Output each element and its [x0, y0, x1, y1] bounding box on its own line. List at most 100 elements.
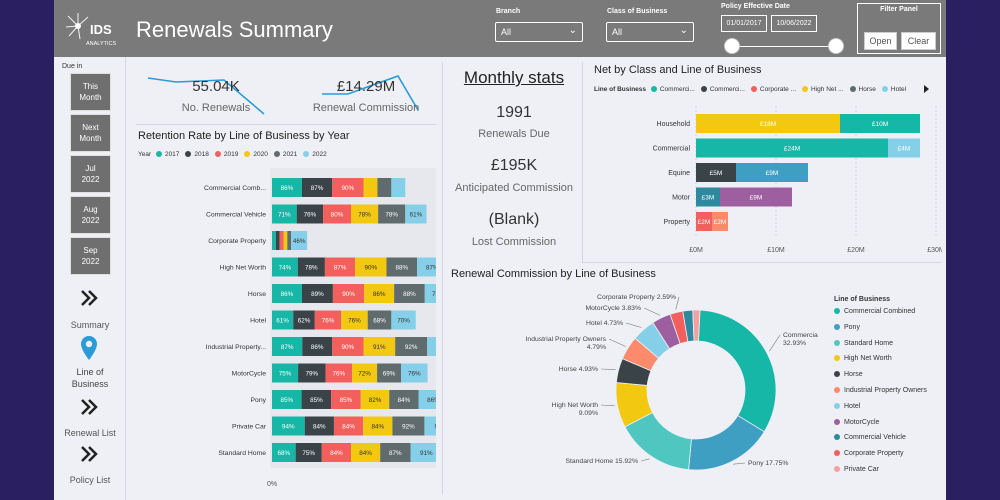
bar-segment[interactable]: [401, 363, 428, 383]
bar-segment[interactable]: [332, 284, 365, 303]
bar-segment[interactable]: [840, 114, 920, 133]
donut-legend-item[interactable]: MotorCycle: [834, 418, 944, 435]
bar-segment[interactable]: [304, 416, 334, 436]
bar-segment[interactable]: [301, 284, 333, 303]
donut-legend-item[interactable]: Industrial Property Owners: [834, 386, 944, 403]
donut-legend-item[interactable]: Pony: [834, 323, 944, 340]
bar-segment[interactable]: [712, 212, 728, 231]
bar-segment[interactable]: [736, 163, 808, 182]
bar-segment[interactable]: [395, 337, 428, 356]
bar-segment[interactable]: [332, 178, 364, 197]
bar-segment[interactable]: [283, 231, 288, 250]
bar-segment[interactable]: [364, 284, 395, 303]
class-dropdown[interactable]: All ⌄: [606, 22, 694, 42]
bar-segment[interactable]: [321, 443, 351, 462]
bar-segment[interactable]: [272, 231, 276, 250]
bar-segment[interactable]: [272, 390, 302, 409]
bar-segment[interactable]: [389, 390, 419, 409]
donut-legend-item[interactable]: Commercial Vehicle: [834, 434, 944, 450]
bar-segment[interactable]: [363, 337, 396, 356]
location-pin-icon[interactable]: [80, 335, 98, 361]
bar-segment[interactable]: [324, 257, 356, 277]
bar-segment[interactable]: [332, 337, 364, 356]
date-from-input[interactable]: 01/01/2017: [721, 15, 767, 32]
bar-segment[interactable]: [272, 363, 299, 383]
bar-segment[interactable]: [378, 204, 406, 224]
bar-segment[interactable]: [352, 363, 378, 383]
bar-segment[interactable]: [377, 363, 402, 383]
bar-segment[interactable]: [427, 337, 436, 356]
bar-segment[interactable]: [272, 443, 296, 462]
bar-segment[interactable]: [297, 257, 325, 277]
bar-segment[interactable]: [331, 390, 361, 409]
bar-segment[interactable]: [350, 443, 381, 462]
bar-segment[interactable]: [272, 416, 305, 436]
date-to-input[interactable]: 10/06/2022: [771, 15, 817, 32]
donut-legend-item[interactable]: Commercial Combined: [834, 308, 944, 324]
bar-segment[interactable]: [341, 310, 368, 330]
bar-segment[interactable]: [355, 257, 387, 277]
bar-segment[interactable]: [350, 204, 379, 224]
bar-segment[interactable]: [386, 257, 418, 277]
open-button[interactable]: Open: [864, 32, 897, 50]
donut-legend-item[interactable]: Corporate Property: [834, 450, 944, 466]
double-chevron-icon[interactable]: [77, 398, 101, 416]
bar-segment[interactable]: [293, 310, 315, 330]
bar-segment[interactable]: [287, 231, 292, 250]
bar-segment[interactable]: [272, 337, 303, 356]
bar-segment[interactable]: [417, 257, 436, 277]
bar-segment[interactable]: [888, 138, 920, 158]
slicer-jul-2022[interactable]: Jul 2022: [70, 155, 111, 193]
bar-segment[interactable]: [380, 443, 411, 462]
bar-segment[interactable]: [301, 178, 333, 197]
bar-segment[interactable]: [410, 443, 436, 462]
donut-legend-item[interactable]: High Net Worth: [834, 355, 944, 371]
double-chevron-icon[interactable]: [77, 289, 101, 307]
bar-segment[interactable]: [363, 416, 393, 436]
bar-segment[interactable]: [720, 187, 792, 207]
bar-segment[interactable]: [272, 257, 298, 277]
nav-summary[interactable]: Summary: [70, 320, 110, 330]
bar-segment[interactable]: [296, 204, 324, 224]
bar-segment[interactable]: [295, 443, 322, 462]
bar-segment[interactable]: [696, 212, 712, 231]
bar-segment[interactable]: [272, 178, 302, 197]
bar-segment[interactable]: [391, 178, 406, 197]
nav-line-of-business[interactable]: Line of Business: [71, 367, 109, 389]
donut-legend-item[interactable]: Hotel: [834, 402, 944, 419]
bar-segment[interactable]: [301, 390, 332, 409]
bar-segment[interactable]: [323, 204, 351, 224]
bar-segment[interactable]: [333, 416, 364, 436]
bar-segment[interactable]: [418, 390, 436, 409]
slicer-this-month[interactable]: This Month: [70, 73, 111, 111]
bar-segment[interactable]: [696, 114, 840, 133]
date-slider-start-handle[interactable]: [724, 38, 740, 54]
bar-segment[interactable]: [360, 390, 390, 409]
slicer-sep-2022[interactable]: Sep 2022: [70, 237, 111, 275]
slicer-next-month[interactable]: Next Month: [70, 114, 111, 152]
bar-segment[interactable]: [291, 231, 308, 250]
donut-slice[interactable]: [698, 309, 777, 433]
bar-segment[interactable]: [314, 310, 342, 330]
bar-segment[interactable]: [279, 231, 284, 250]
bar-segment[interactable]: [696, 163, 736, 182]
bar-segment[interactable]: [377, 178, 392, 197]
branch-dropdown[interactable]: All ⌄: [495, 22, 583, 42]
bar-segment[interactable]: [424, 416, 436, 436]
date-slider-end-handle[interactable]: [828, 38, 844, 54]
donut-slice[interactable]: [692, 309, 701, 342]
bar-segment[interactable]: [325, 363, 353, 383]
legend-next-arrow-icon[interactable]: [923, 84, 931, 94]
bar-segment[interactable]: [302, 337, 333, 356]
nav-renewal-list[interactable]: Renewal List: [64, 428, 116, 438]
bar-segment[interactable]: [272, 284, 302, 303]
bar-segment[interactable]: [696, 187, 720, 207]
double-chevron-icon[interactable]: [77, 445, 101, 463]
bar-segment[interactable]: [298, 363, 326, 383]
bar-segment[interactable]: [424, 284, 436, 303]
bar-segment[interactable]: [272, 204, 297, 224]
slicer-aug-2022[interactable]: Aug 2022: [70, 196, 111, 234]
bar-segment[interactable]: [367, 310, 392, 330]
nav-policy-list[interactable]: Policy List: [69, 475, 111, 485]
bar-segment[interactable]: [275, 231, 280, 250]
